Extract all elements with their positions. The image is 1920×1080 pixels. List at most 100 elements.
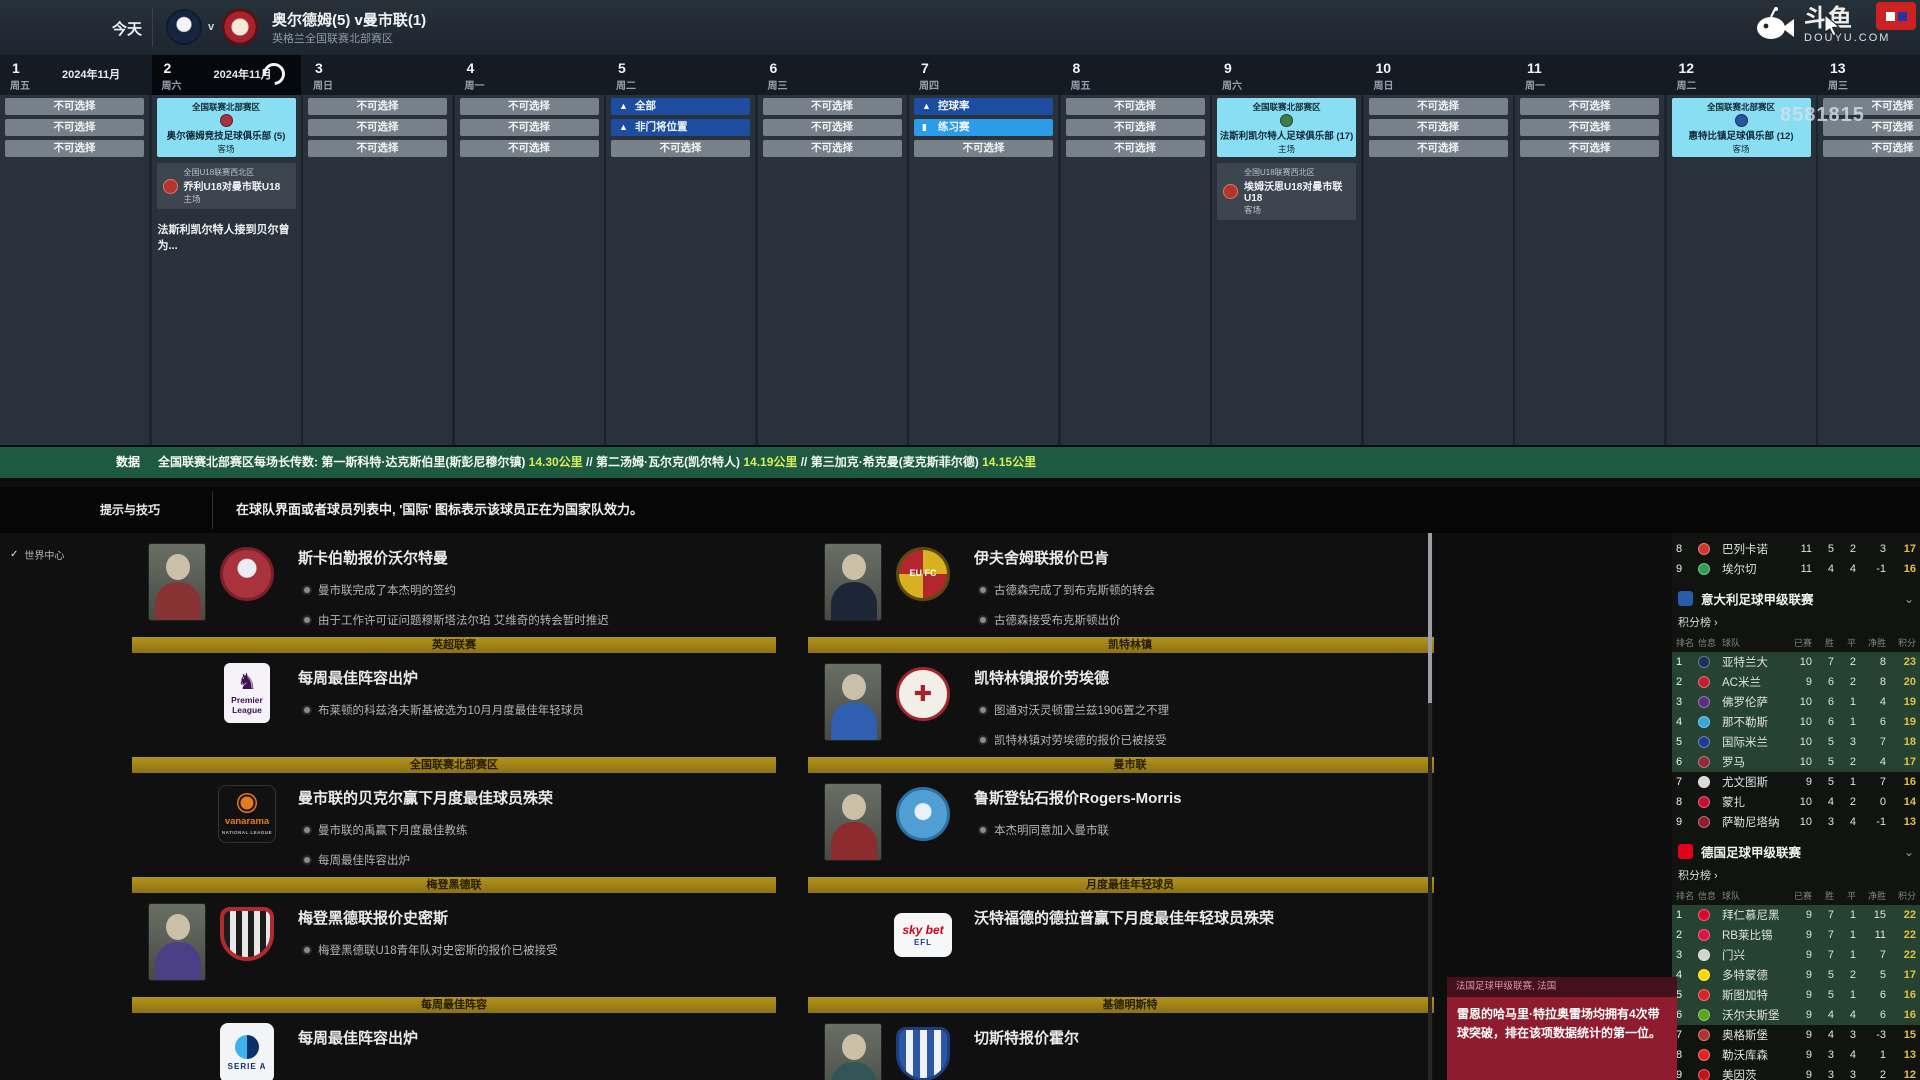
calendar-slot-disabled[interactable]: 不可选择 [308, 119, 447, 136]
news-story-title[interactable]: 曼市联的贝克尔赢下月度最佳球员殊荣 [298, 790, 554, 807]
calendar-match-cell[interactable]: 全国联赛北部赛区 惠特比镇足球俱乐部 (12) 客场 [1671, 98, 1811, 157]
home-team-badge-icon[interactable] [166, 9, 202, 45]
table-row[interactable]: 8 勒沃库森 9 3 4 1 13 [1672, 1045, 1920, 1065]
news-story[interactable]: 切斯特报价霍尔 [808, 1013, 1434, 1080]
calendar-day-header-13[interactable]: 13 周三 [1818, 55, 1920, 95]
calendar-slot-disabled[interactable]: 不可选择 [5, 98, 144, 115]
table-row[interactable]: 3 门兴 9 7 1 7 22 [1672, 945, 1920, 965]
news-story-bullet[interactable]: 曼市联的禹赢下月度最佳教练 [304, 822, 776, 838]
calendar-day-header-1[interactable]: 1 周五 2024年11月 [0, 55, 149, 95]
news-story-title[interactable]: 伊夫舍姆联报价巴肯 [974, 550, 1110, 567]
calendar-slot-disabled[interactable]: 不可选择 [1368, 98, 1508, 115]
news-story-title[interactable]: 沃特福德的德拉普赢下月度最佳年轻球员殊荣 [974, 910, 1275, 927]
news-story-bullet[interactable]: 每周最佳阵容出炉 [304, 852, 776, 868]
standings-link[interactable]: 积分榜 › [1678, 870, 1718, 882]
calendar-slot-disabled[interactable]: 不可选择 [1368, 140, 1508, 157]
news-story-title[interactable]: 每周最佳阵容出炉 [298, 670, 419, 687]
calendar-day-header-2[interactable]: 2 周六 2024年11月 [151, 55, 301, 95]
calendar-day-header-10[interactable]: 10 周日 [1364, 55, 1513, 95]
news-story-title[interactable]: 梅登黑德联报价史密斯 [298, 910, 449, 927]
table-row[interactable]: 7 尤文图斯 9 5 1 7 16 [1672, 772, 1920, 792]
table-row[interactable]: 2 RB莱比锡 9 7 1 11 22 [1672, 925, 1920, 945]
calendar-day-header-3[interactable]: 3 周日 [303, 55, 452, 95]
calendar-slot-disabled[interactable]: 不可选择 [1823, 140, 1920, 157]
table-row[interactable]: 2 AC米兰 9 6 2 8 20 [1672, 672, 1920, 692]
calendar-slot-disabled[interactable]: 不可选择 [459, 98, 599, 115]
calendar-match-cell[interactable]: 全国联赛北部赛区 奥尔德姆竞技足球俱乐部 (5) 客场 [156, 98, 296, 157]
calendar-slot-disabled[interactable]: 不可选择 [914, 140, 1053, 157]
news-story-bullet[interactable]: 布莱顿的科兹洛夫斯基被选为10月月度最佳年轻球员 [304, 702, 776, 718]
calendar-day-header-12[interactable]: 12 周二 [1667, 55, 1816, 95]
table-row[interactable]: 8 蒙扎 10 4 2 0 14 [1672, 792, 1920, 812]
news-story-bullet[interactable]: 古德森完成了到布克斯顿的转会 [980, 582, 1434, 598]
table-row[interactable]: 4 那不勒斯 10 6 1 6 19 [1672, 712, 1920, 732]
calendar-slot-disabled[interactable]: 不可选择 [1823, 119, 1920, 136]
table-row[interactable]: 7 奥格斯堡 9 4 3 -3 15 [1672, 1025, 1920, 1045]
table-row[interactable]: 1 亚特兰大 10 7 2 8 23 [1672, 652, 1920, 672]
news-story[interactable]: SERIE A 每周最佳阵容出炉 [132, 1013, 776, 1080]
news-story[interactable]: sky bet EFL 沃特福德的德拉普赢下月度最佳年轻球员殊荣 [808, 893, 1434, 997]
calendar-day-header-4[interactable]: 4 周一 [455, 55, 604, 95]
table-row[interactable]: 5 斯图加特 9 5 1 6 16 [1672, 985, 1920, 1005]
league-section-header[interactable]: 意大利足球甲级联赛 ⌄ [1672, 579, 1920, 612]
ligue1-news-overlay[interactable]: 法国足球甲级联赛, 法国 雷恩的哈马里·特拉奥雷场均拥有4次带球突破，排在该项数… [1447, 977, 1677, 1080]
calendar-slot-disabled[interactable]: 不可选择 [5, 140, 144, 157]
calendar-youth-fixture[interactable]: 全国U18联赛西北区 乔利U18对曼市联U18 主场 [156, 163, 296, 209]
calendar-slot-disabled[interactable]: 不可选择 [1823, 98, 1920, 115]
news-story[interactable]: 梅登黑德联报价史密斯 梅登黑德联U18青年队对史密斯的报价已被接受 [132, 893, 776, 997]
table-row[interactable]: 1 拜仁慕尼黑 9 7 1 15 22 [1672, 905, 1920, 925]
calendar-slot-disabled[interactable]: 不可选择 [1520, 119, 1659, 136]
news-story[interactable]: EU FC 伊夫舍姆联报价巴肯 古德森完成了到布克斯顿的转会 古德森接受布克斯顿出价 [808, 533, 1434, 637]
calendar-slot-disabled[interactable]: 不可选择 [762, 98, 902, 115]
standings-link[interactable]: 积分榜 › [1678, 617, 1718, 629]
calendar-day-header-8[interactable]: 8 周五 [1061, 55, 1210, 95]
calendar-slot-disabled[interactable]: 不可选择 [308, 140, 447, 157]
news-story-title[interactable]: 凯特林镇报价劳埃德 [974, 670, 1110, 687]
news-story-bullet[interactable]: 本杰明同意加入曼市联 [980, 822, 1434, 838]
tips-bar[interactable]: 提示与技巧 在球队界面或者球员列表中, '国际' 图标表示该球员正在为国家队效力… [0, 487, 1920, 533]
calendar-day-header-5[interactable]: 5 周二 [606, 55, 755, 95]
calendar-slot-disabled[interactable]: 不可选择 [762, 119, 902, 136]
table-row[interactable]: 9 萨勒尼塔纳 10 3 4 -1 13 [1672, 812, 1920, 832]
calendar-slot-disabled[interactable]: 不可选择 [308, 98, 447, 115]
table-row[interactable]: 9 埃尔切 11 4 4 -1 16 [1672, 559, 1920, 579]
calendar-youth-fixture[interactable]: 全国U18联赛西北区 埃姆沃思U18对曼市联U18 客场 [1217, 163, 1356, 220]
calendar-day-header-9[interactable]: 9 周六 [1212, 55, 1361, 95]
scrollbar-thumb[interactable] [1428, 533, 1432, 703]
calendar-match-cell[interactable]: 全国联赛北部赛区 法斯利凯尔特人足球俱乐部 (17) 主场 [1217, 98, 1356, 157]
news-story-bullet[interactable]: 凯特林镇对劳埃德的报价已被接受 [980, 732, 1434, 748]
calendar-day-header-6[interactable]: 6 周三 [758, 55, 907, 95]
world-centre-rail[interactable]: ✓ 世界中心 [10, 547, 64, 562]
calendar-slot-disabled[interactable]: 不可选择 [459, 140, 599, 157]
data-ticker-bar[interactable]: 数据 全国联赛北部赛区每场长传数: 第一斯科特·达克斯伯里(斯彭尼穆尔镇) 14… [0, 447, 1920, 478]
table-row[interactable]: 4 多特蒙德 9 5 2 5 17 [1672, 965, 1920, 985]
calendar-slot-disabled[interactable]: 不可选择 [1520, 140, 1659, 157]
calendar-slot-disabled[interactable]: 不可选择 [1520, 98, 1659, 115]
calendar-slot-disabled[interactable]: 不可选择 [459, 119, 599, 136]
news-story[interactable]: ✚ 凯特林镇报价劳埃德 图通对沃灵顿雷兰兹1906置之不理 凯特林镇对劳埃德的报价已被… [808, 653, 1434, 757]
news-story-bullet[interactable]: 曼市联完成了本杰明的签约 [304, 582, 776, 598]
calendar-slot-disabled[interactable]: 不可选择 [611, 140, 750, 157]
news-story[interactable]: vanarama NATIONAL LEAGUE 曼市联的贝克尔赢下月度最佳球员殊荣… [132, 773, 776, 877]
table-row[interactable]: 3 佛罗伦萨 10 6 1 4 19 [1672, 692, 1920, 712]
calendar-slot-disabled[interactable]: 不可选择 [5, 119, 144, 136]
news-story[interactable]: 斯卡伯勒报价沃尔特曼曼市联完成了本杰明的签约 由于工作许可证问题穆斯塔法尔珀 艾维… [132, 533, 776, 637]
league-section-header[interactable]: 德国足球甲级联赛 ⌄ [1672, 832, 1920, 865]
calendar-slot-drill[interactable]: ▲ 控球率 [914, 98, 1053, 115]
news-story-title[interactable]: 斯卡伯勒报价沃尔特曼 [298, 550, 449, 567]
table-row[interactable]: 6 沃尔夫斯堡 9 4 4 6 16 [1672, 1005, 1920, 1025]
calendar-slot-disabled[interactable]: 不可选择 [1065, 140, 1205, 157]
news-story-bullet[interactable]: 图通对沃灵顿雷兰兹1906置之不理 [980, 702, 1434, 718]
calendar-day-header-7[interactable]: 7 周四 [909, 55, 1058, 95]
news-scrollbar[interactable] [1428, 533, 1432, 1080]
calendar-news-note[interactable]: 法斯利凯尔特人接到贝尔曾为... [157, 224, 290, 252]
match-title[interactable]: 奥尔德姆(5) v曼市联(1) [272, 12, 427, 29]
calendar-slot-disabled[interactable]: 不可选择 [762, 140, 902, 157]
calendar-slot-disabled[interactable]: 不可选择 [1065, 119, 1205, 136]
table-row[interactable]: 9 美因茨 9 3 3 2 12 [1672, 1065, 1920, 1080]
news-story-bullet[interactable]: 由于工作许可证问题穆斯塔法尔珀 艾维奇的转会暂时推迟 [304, 612, 776, 628]
calendar-slot-practice[interactable]: ▮ 练习赛 [914, 119, 1053, 136]
table-row[interactable]: 8 巴列卡诺 11 5 2 3 17 [1672, 539, 1920, 559]
news-story-title[interactable]: 每周最佳阵容出炉 [298, 1030, 419, 1047]
news-story[interactable]: 鲁斯登钻石报价Rogers-Morris 本杰明同意加入曼市联 [808, 773, 1434, 877]
